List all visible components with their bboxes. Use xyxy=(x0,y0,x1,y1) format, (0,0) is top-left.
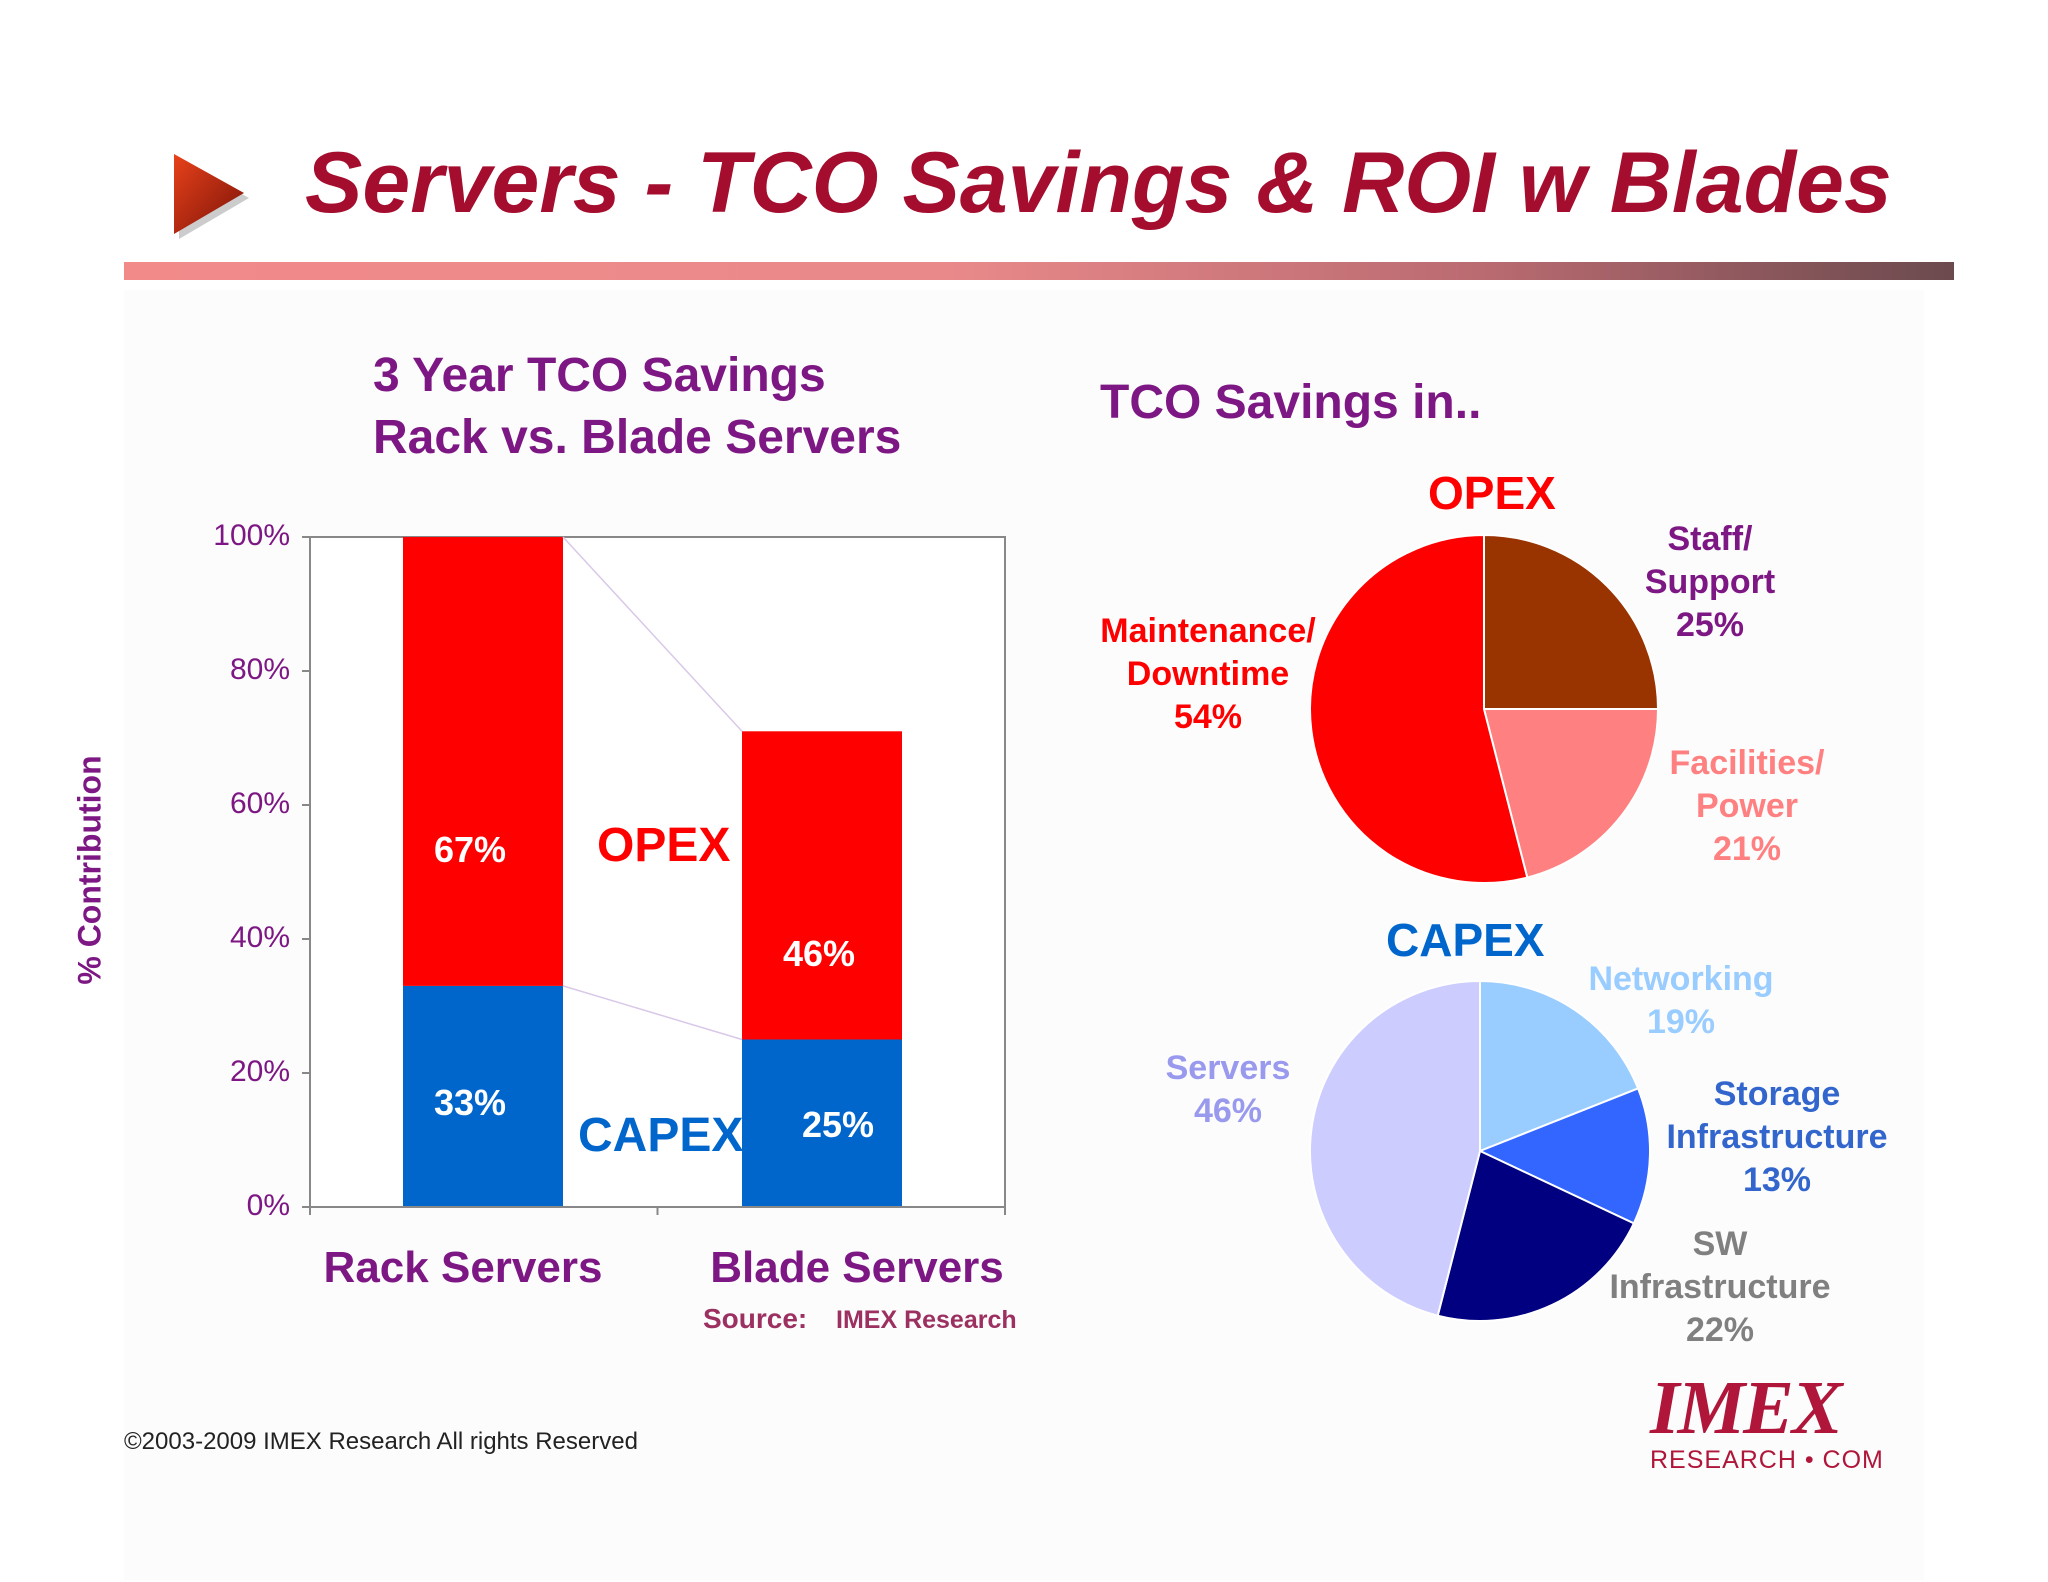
bar-opex-0 xyxy=(403,537,563,986)
logo-subtext: RESEARCH • COM xyxy=(1650,1446,1884,1474)
connector-capex xyxy=(562,985,743,1041)
y-tick-label: 20% xyxy=(229,1055,290,1088)
capex-pie-heading: CAPEX xyxy=(1386,914,1545,966)
y-tick-label: 100% xyxy=(213,519,290,552)
pie-label-staff-support: Staff/Support 25% xyxy=(1644,520,1776,644)
capex-pie-slice-0 xyxy=(1479,979,1640,1153)
imex-logo: IMEX RESEARCH • COM xyxy=(1650,1366,1910,1474)
pie-label-maintenance-downtime: Maintenance/Downtime 54% xyxy=(1100,612,1316,736)
category-label-blade: Blade Servers xyxy=(710,1243,1004,1292)
capex-pie-slice-2 xyxy=(1436,1149,1636,1323)
title-underline xyxy=(124,262,1954,280)
triangle-bullet-icon xyxy=(174,154,249,239)
pie-label-servers: Servers 46% xyxy=(1165,1049,1291,1130)
bar-label-blade-opex: 46% xyxy=(782,933,856,974)
bar-label-rack-capex: 33% xyxy=(433,1082,507,1123)
y-tick-label: 80% xyxy=(229,653,290,686)
slide-title: Servers - TCO Savings & ROI w Blades xyxy=(305,135,1892,231)
bar-capex-1 xyxy=(742,1039,902,1207)
y-tick-label: 0% xyxy=(246,1189,290,1222)
logo-wordmark: IMEX xyxy=(1650,1366,1843,1450)
source-label: Source: xyxy=(703,1303,808,1334)
bar-chart-title: 3 Year TCO Savings xyxy=(373,349,826,402)
pie-label-facilities-power: Facilities/Power 21% xyxy=(1669,744,1825,868)
pie-label-sw-infrastructure: SW Infrastructure 22% xyxy=(1609,1225,1831,1349)
bar-label-blade-capex: 25% xyxy=(801,1104,875,1145)
opex-pie-slice-0 xyxy=(1483,533,1660,710)
opex-pie-slice-1 xyxy=(1482,708,1660,879)
pie-label-networking: Networking 19% xyxy=(1588,960,1774,1041)
capex-pie-slice-1 xyxy=(1477,1087,1651,1225)
pie-section-title: TCO Savings in.. xyxy=(1100,376,1482,429)
capex-pie-slice-3 xyxy=(1308,979,1481,1317)
y-tick-label: 40% xyxy=(229,921,290,954)
bar-opex-1 xyxy=(742,731,902,1040)
bar-label-rack-opex: 67% xyxy=(433,829,507,870)
y-tick-label: 60% xyxy=(229,787,290,820)
series-label-opex: OPEX xyxy=(597,819,731,872)
bar-chart-subtitle: Rack vs. Blade Servers xyxy=(373,411,902,464)
pie-label-storage-infrastructure: Storage Infrastructure 13% xyxy=(1666,1075,1888,1199)
opex-pie-heading: OPEX xyxy=(1428,467,1556,519)
category-label-rack: Rack Servers xyxy=(323,1243,603,1292)
series-label-capex: CAPEX xyxy=(578,1109,744,1162)
copyright-footer: ©2003-2009 IMEX Research All rights Rese… xyxy=(124,1428,638,1455)
bar-capex-0 xyxy=(403,985,563,1207)
connector-opex xyxy=(562,536,743,732)
source-value: IMEX Research xyxy=(836,1306,1017,1334)
opex-pie-slice-2 xyxy=(1308,533,1529,884)
